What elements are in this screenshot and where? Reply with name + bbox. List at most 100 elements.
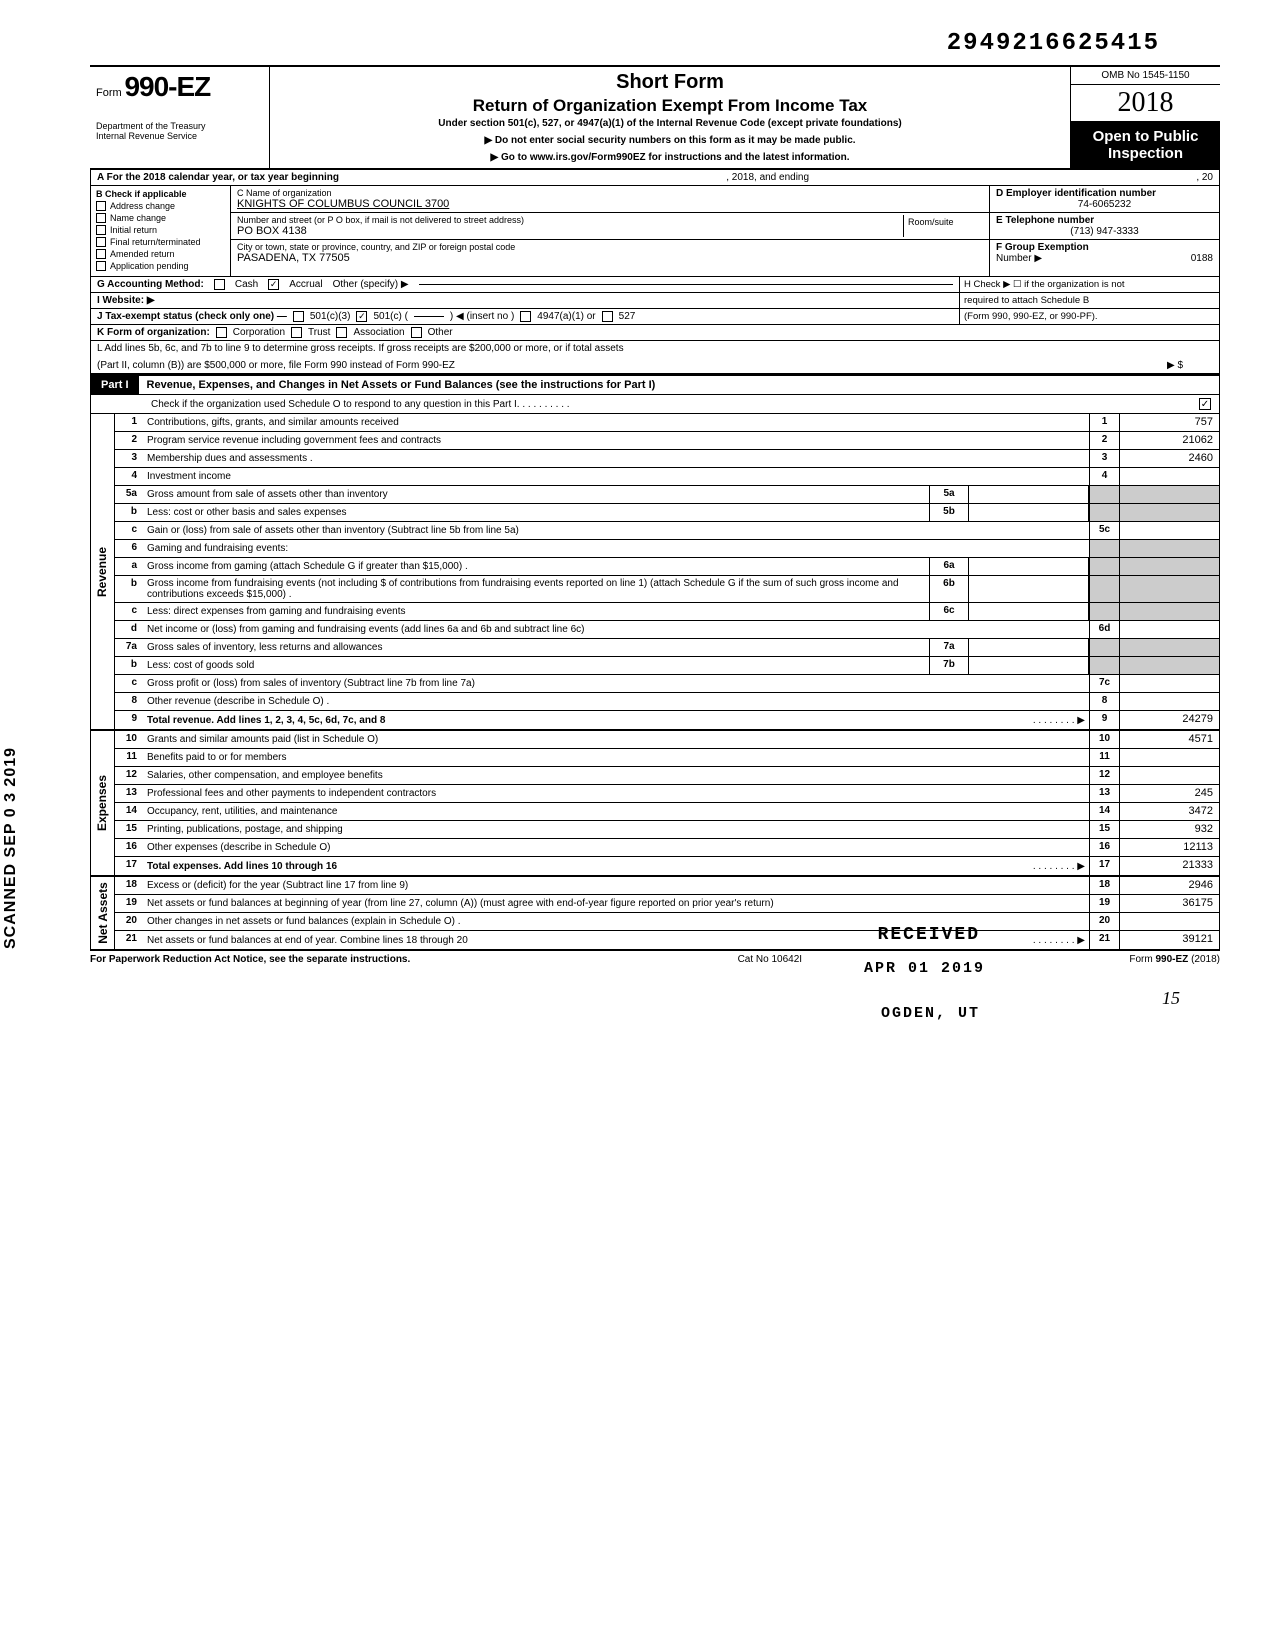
table-row: 16Other expenses (describe in Schedule O… xyxy=(115,839,1219,857)
chk-cash[interactable] xyxy=(214,279,225,290)
final-line-number: 9 xyxy=(1089,711,1119,729)
section-a-begin: A For the 2018 calendar year, or tax yea… xyxy=(97,172,339,183)
row-description: Gross income from gaming (attach Schedul… xyxy=(143,558,929,575)
city-label: City or town, state or province, country… xyxy=(237,242,983,252)
chk-501c[interactable]: ✓ xyxy=(356,311,367,322)
table-row: 9Total revenue. Add lines 1, 2, 3, 4, 5c… xyxy=(115,711,1219,729)
chk-address-change[interactable] xyxy=(96,201,106,211)
chk-name-change[interactable] xyxy=(96,213,106,223)
final-value: 36175 xyxy=(1119,895,1219,912)
final-line-number: 4 xyxy=(1089,468,1119,485)
chk-initial-return[interactable] xyxy=(96,225,106,235)
chk-501c3[interactable] xyxy=(293,311,304,322)
table-row: 1Contributions, gifts, grants, and simil… xyxy=(115,414,1219,432)
row-description: Gross sales of inventory, less returns a… xyxy=(143,639,929,656)
instructions-link: ▶ Go to www.irs.gov/Form990EZ for instru… xyxy=(278,152,1062,163)
final-line-number: 6d xyxy=(1089,621,1119,638)
row-description: Program service revenue including govern… xyxy=(143,432,1089,449)
final-value xyxy=(1119,913,1219,930)
row-h-2: required to attach Schedule B xyxy=(959,293,1219,308)
final-val-shaded xyxy=(1119,504,1219,521)
final-line-number: 20 xyxy=(1089,913,1119,930)
final-value: 4571 xyxy=(1119,731,1219,748)
table-row: 4Investment income4 xyxy=(115,468,1219,486)
final-value: 12113 xyxy=(1119,839,1219,856)
page-number: 15 xyxy=(90,968,1220,1009)
row-number: c xyxy=(115,603,143,620)
section-a-mid: , 2018, and ending xyxy=(726,172,809,183)
chk-final-return[interactable] xyxy=(96,237,106,247)
final-value xyxy=(1119,621,1219,638)
final-val-shaded xyxy=(1119,639,1219,656)
table-row: 5aGross amount from sale of assets other… xyxy=(115,486,1219,504)
row-number: 20 xyxy=(115,913,143,930)
inner-line-number: 7b xyxy=(929,657,969,674)
final-num-shaded xyxy=(1089,576,1119,602)
chk-amended[interactable] xyxy=(96,249,106,259)
row-description: Benefits paid to or for members xyxy=(143,749,1089,766)
row-number: a xyxy=(115,558,143,575)
table-row: aGross income from gaming (attach Schedu… xyxy=(115,558,1219,576)
row-number: 1 xyxy=(115,414,143,431)
lbl-name-change: Name change xyxy=(110,213,166,223)
final-line-number: 14 xyxy=(1089,803,1119,820)
org-info-grid: B Check if applicable Address change Nam… xyxy=(90,186,1220,277)
lbl-501c: 501(c) ( xyxy=(373,311,407,322)
final-val-shaded xyxy=(1119,657,1219,674)
chk-schedule-o[interactable]: ✓ xyxy=(1199,398,1211,410)
row-number: b xyxy=(115,576,143,602)
row-number: 14 xyxy=(115,803,143,820)
lbl-501c3: 501(c)(3) xyxy=(310,311,351,322)
group-value: 0188 xyxy=(1191,253,1213,264)
final-value xyxy=(1119,522,1219,539)
inner-line-number: 5b xyxy=(929,504,969,521)
title-short-form: Short Form xyxy=(278,71,1062,94)
row-description: Net assets or fund balances at end of ye… xyxy=(143,931,1089,949)
table-row: dNet income or (loss) from gaming and fu… xyxy=(115,621,1219,639)
chk-527[interactable] xyxy=(602,311,613,322)
netassets-side-label: Net Assets xyxy=(96,882,110,944)
part-1-label: Part I xyxy=(91,376,139,394)
row-description: Total expenses. Add lines 10 through 16 … xyxy=(143,857,1089,875)
inner-line-number: 7a xyxy=(929,639,969,656)
row-l-arrow: ▶ $ xyxy=(455,360,1213,371)
row-h-1: H Check ▶ ☐ if the organization is not xyxy=(964,279,1215,290)
inner-value xyxy=(969,639,1089,656)
room-suite-label: Room/suite xyxy=(903,215,983,237)
row-number: c xyxy=(115,522,143,539)
chk-trust[interactable] xyxy=(291,327,302,338)
table-row: 12Salaries, other compensation, and empl… xyxy=(115,767,1219,785)
inner-value xyxy=(969,558,1089,575)
final-val-shaded xyxy=(1119,576,1219,602)
row-l-2: (Part II, column (B)) are $500,000 or mo… xyxy=(97,360,455,371)
final-num-shaded xyxy=(1089,639,1119,656)
open-public-1: Open to Public xyxy=(1073,128,1218,145)
lbl-amended: Amended return xyxy=(110,249,175,259)
final-value: 24279 xyxy=(1119,711,1219,729)
chk-corp[interactable] xyxy=(216,327,227,338)
website-label: I Website: ▶ xyxy=(97,295,155,306)
form-number: 990-EZ xyxy=(124,71,210,102)
final-val-shaded xyxy=(1119,603,1219,620)
final-num-shaded xyxy=(1089,504,1119,521)
expenses-side-label: Expenses xyxy=(96,775,110,831)
chk-accrual[interactable]: ✓ xyxy=(268,279,279,290)
lbl-corp: Corporation xyxy=(233,327,285,338)
row-description: Excess or (deficit) for the year (Subtra… xyxy=(143,877,1089,894)
chk-assoc[interactable] xyxy=(336,327,347,338)
chk-other-org[interactable] xyxy=(411,327,422,338)
tax-year: 2018 xyxy=(1071,85,1220,122)
form-of-org-label: K Form of organization: xyxy=(97,327,210,338)
part-1-header: Part I Revenue, Expenses, and Changes in… xyxy=(90,374,1220,395)
table-row: 6Gaming and fundraising events: xyxy=(115,540,1219,558)
final-num-shaded xyxy=(1089,603,1119,620)
chk-app-pending[interactable] xyxy=(96,261,106,271)
final-value: 932 xyxy=(1119,821,1219,838)
chk-4947[interactable] xyxy=(520,311,531,322)
street-value: PO BOX 4138 xyxy=(237,225,903,237)
row-l-1: L Add lines 5b, 6c, and 7b to line 9 to … xyxy=(97,343,1213,354)
row-number: b xyxy=(115,657,143,674)
row-description: Professional fees and other payments to … xyxy=(143,785,1089,802)
org-name-label: C Name of organization xyxy=(237,188,983,198)
final-line-number: 5c xyxy=(1089,522,1119,539)
